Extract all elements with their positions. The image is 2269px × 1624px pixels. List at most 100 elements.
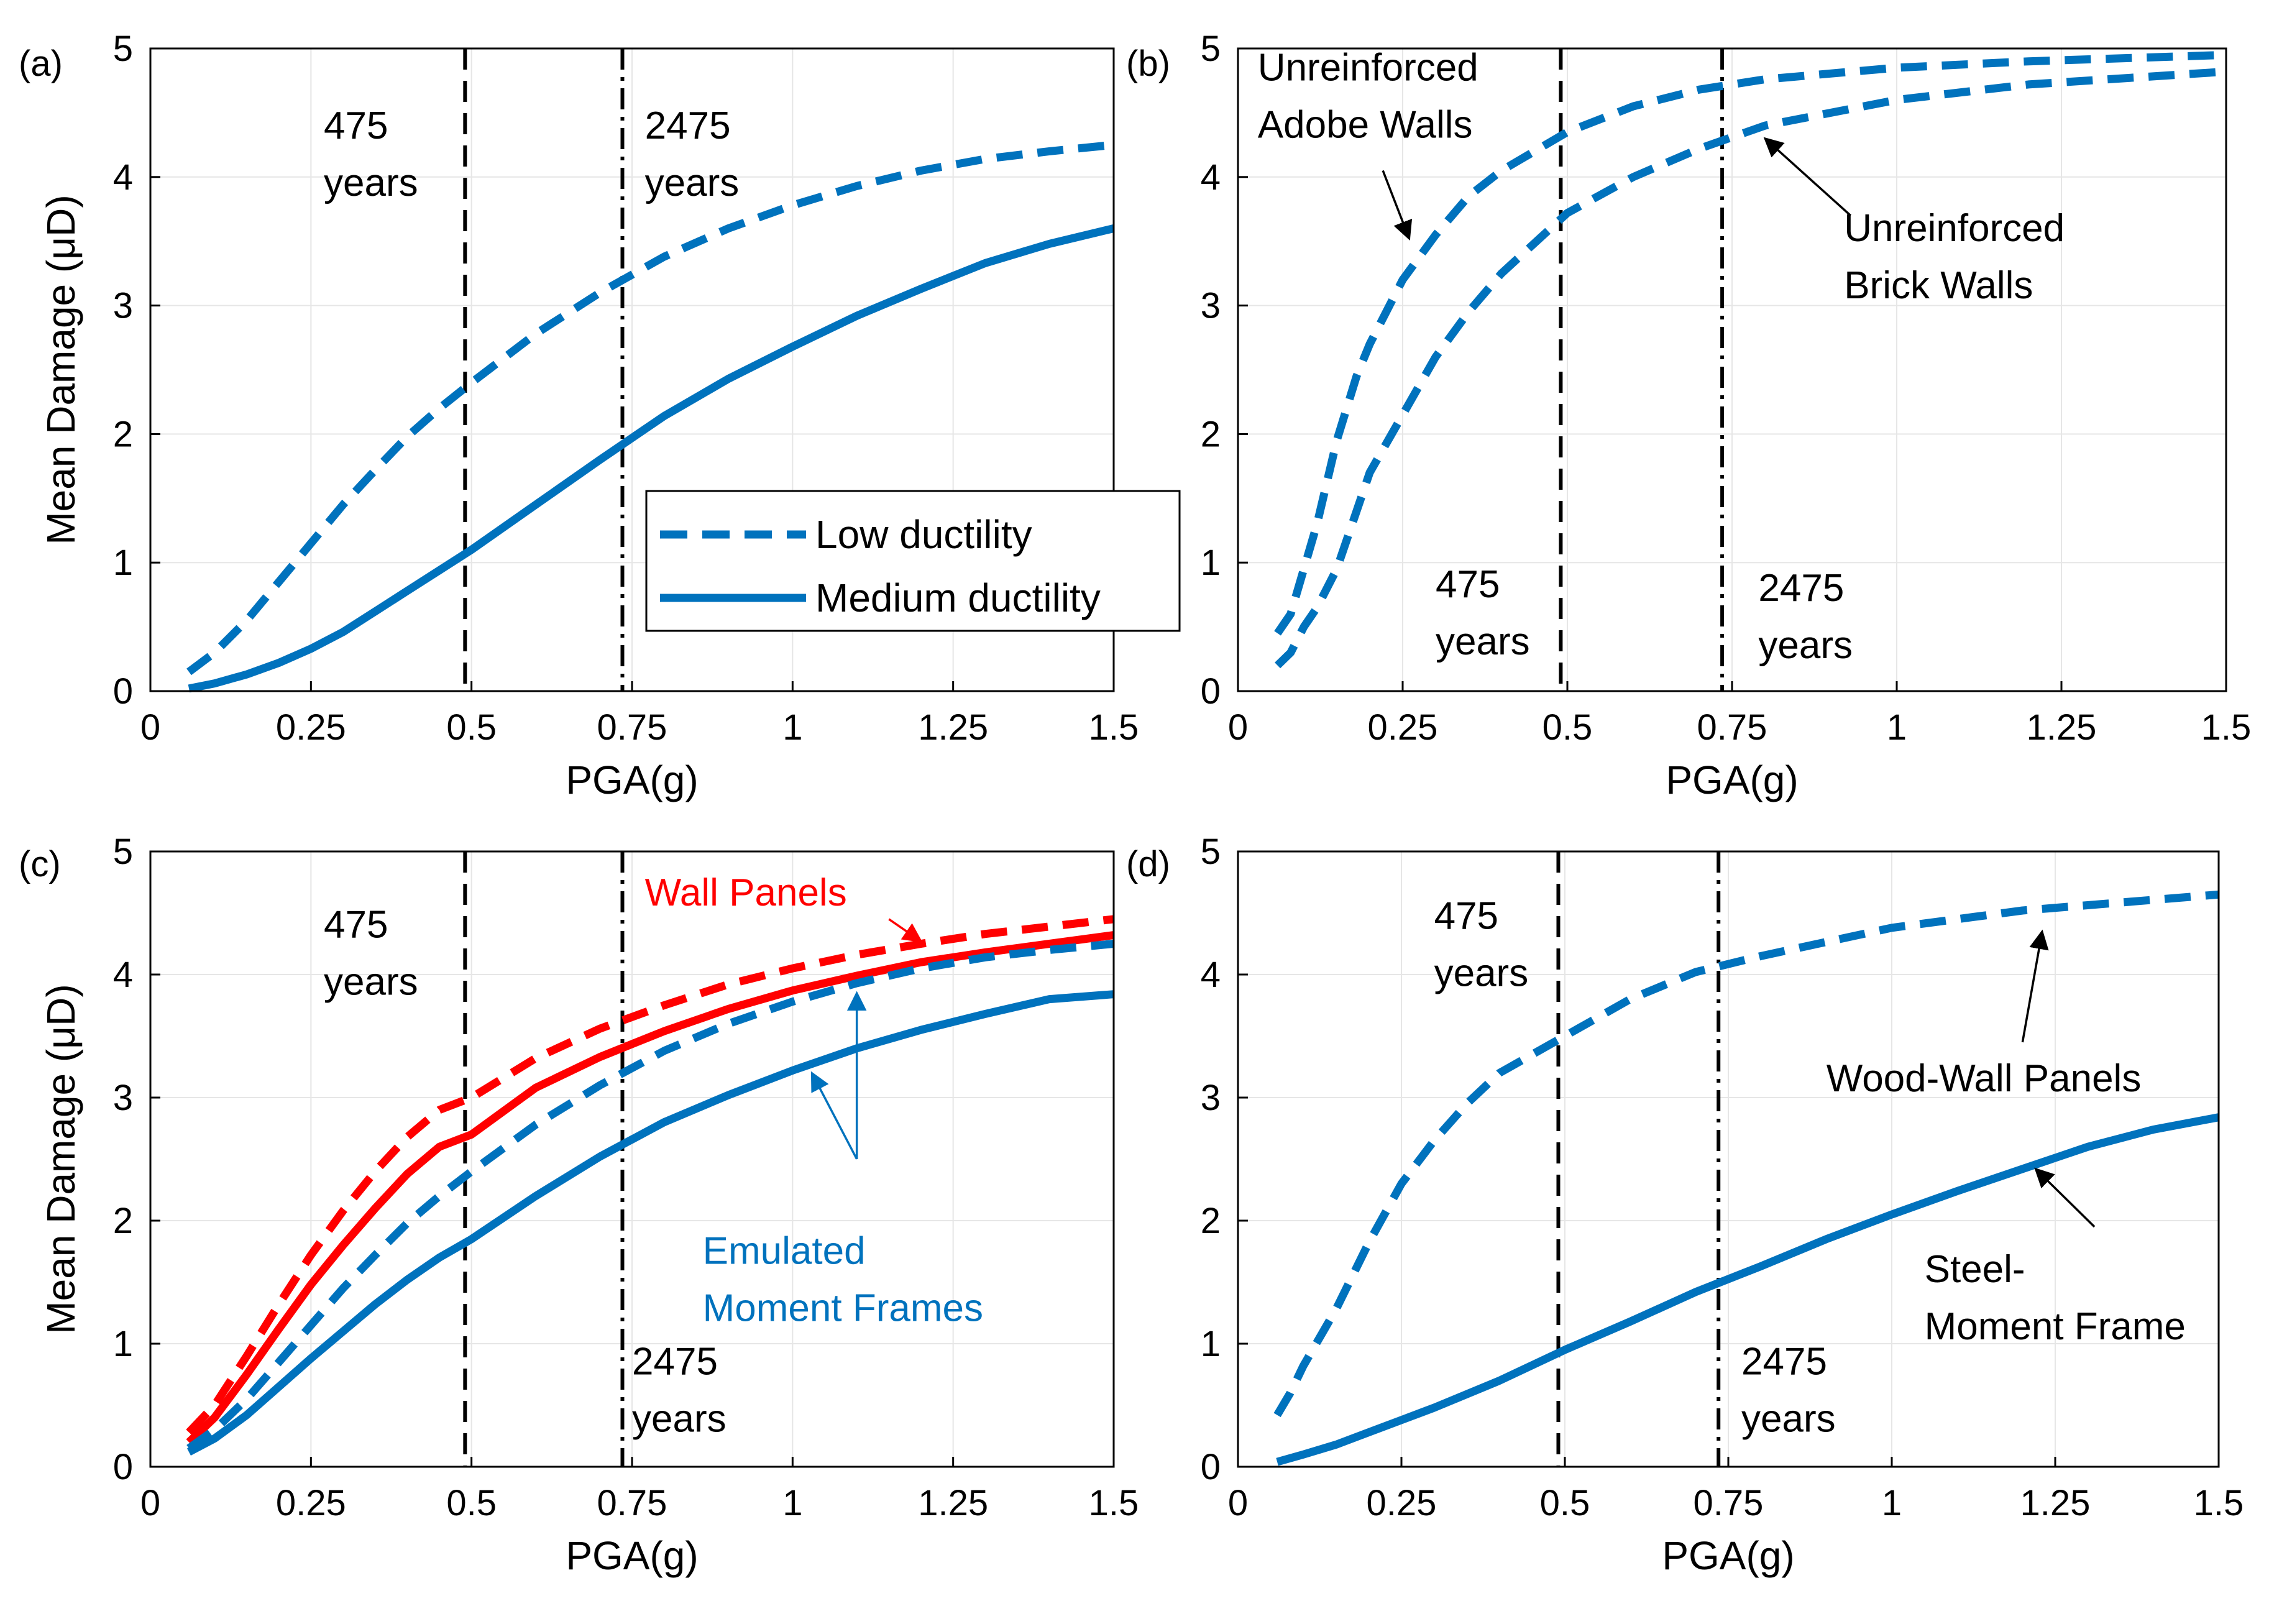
x-tick-label: 1 bbox=[1887, 707, 1907, 748]
panel-b: 475 years 2475 years Unreinforced Adobe Walls… bbox=[1126, 29, 2251, 802]
vline-label-1-line-1: 2475 bbox=[632, 1341, 718, 1383]
series-line-unreinforced-adobe-walls bbox=[1274, 50, 2227, 636]
x-tick-label: 0.5 bbox=[1542, 707, 1593, 748]
y-tick-label: 0 bbox=[113, 1447, 133, 1487]
x-tick-label: 0.5 bbox=[446, 1483, 497, 1523]
annotation-label-1: Steel- Moment Frame bbox=[1925, 1248, 2186, 1348]
y-tick-label: 0 bbox=[1201, 1447, 1221, 1487]
vline-label-0: 475 years bbox=[324, 104, 418, 204]
x-tick-label: 0 bbox=[1228, 707, 1248, 748]
y-tick-label: 1 bbox=[113, 1324, 133, 1364]
series-line-emulated-moment-frames-low-ductility bbox=[186, 940, 1114, 1452]
vline-label-0: 475 years bbox=[324, 904, 418, 1004]
x-tick-label: 1.5 bbox=[1089, 707, 1139, 748]
panel-a: 475 years 2475 years 0 0.25 0.5 0.75 1 1.25 1.5 0 1 2… bbox=[19, 29, 1139, 802]
y-tick-label: 5 bbox=[1201, 832, 1221, 872]
vline-label-1-line-1: 2475 bbox=[1758, 567, 1844, 610]
x-tick-label: 0.25 bbox=[1367, 1483, 1437, 1523]
vline-label-0-line-1: 475 bbox=[1436, 563, 1500, 606]
annotation-arrow-1 bbox=[1763, 137, 1851, 217]
vline-label-1: 2475 years bbox=[1741, 1341, 1836, 1441]
annotation-label-0-line-2: Adobe Walls bbox=[1258, 104, 1473, 147]
vline-label-0-line-2: years bbox=[1434, 952, 1529, 995]
annotation-label-0-line-1: Wood-Wall Panels bbox=[1827, 1057, 2142, 1100]
vline-label-1: 2475 years bbox=[645, 104, 740, 204]
vline-label-0: 475 years bbox=[1436, 563, 1530, 663]
panel-label: (d) bbox=[1126, 844, 1170, 884]
y-tick-label: 2 bbox=[1201, 1201, 1221, 1241]
x-axis-label: PGA(g) bbox=[1666, 758, 1798, 802]
x-tick-label: 0.75 bbox=[1694, 1483, 1764, 1523]
annotation-label-1: Unreinforced Brick Walls bbox=[1844, 207, 2065, 307]
legend-label-medium-ductility: Medium ductility bbox=[815, 576, 1101, 620]
annotation-label-1-line-2: Moment Frames bbox=[703, 1287, 983, 1329]
annotation-label-1-line-2: Moment Frame bbox=[1925, 1305, 2186, 1348]
x-tick-label: 0.5 bbox=[1540, 1483, 1590, 1523]
annotation-label-1-line-1: Unreinforced bbox=[1844, 207, 2065, 250]
annotation-label-1: Emulated Moment Frames bbox=[703, 1229, 983, 1329]
x-tick-label: 1.25 bbox=[2020, 1483, 2091, 1523]
y-tick-label: 3 bbox=[1201, 1078, 1221, 1118]
y-tick-label: 3 bbox=[1201, 286, 1221, 326]
x-tick-label: 1 bbox=[1882, 1483, 1902, 1523]
series-line-low-ductility bbox=[186, 140, 1114, 676]
y-tick-label: 4 bbox=[1201, 157, 1221, 198]
legend-panel-a: Low ductility Medium ductility bbox=[645, 490, 1181, 632]
y-tick-label: 2 bbox=[113, 1201, 133, 1241]
x-tick-label: 1.25 bbox=[918, 707, 988, 748]
x-tick-label: 0.25 bbox=[1368, 707, 1438, 748]
panel-d: 475 years 2475 years Wood-Wall Panels Steel- M… bbox=[1126, 832, 2244, 1578]
x-axis-label: PGA(g) bbox=[566, 758, 698, 802]
series-line-wall-panels-medium-ductility bbox=[186, 931, 1114, 1446]
x-axis-label: PGA(g) bbox=[566, 1533, 698, 1578]
annotation-label-1-line-1: Steel- bbox=[1925, 1248, 2025, 1291]
annotation-label-0: Unreinforced Adobe Walls bbox=[1258, 47, 1478, 147]
y-axis-label: Mean Damage (μD) bbox=[39, 195, 83, 544]
series-line-wall-panels-low-ductility bbox=[186, 915, 1114, 1436]
vline-label-0-line-2: years bbox=[324, 961, 418, 1004]
legend-label-low-ductility: Low ductility bbox=[815, 512, 1032, 557]
vline-label-0-line-1: 475 bbox=[324, 904, 388, 947]
y-tick-label: 4 bbox=[113, 955, 133, 995]
vline-label-0-line-2: years bbox=[324, 162, 418, 204]
panel-label: (c) bbox=[19, 844, 61, 884]
y-tick-label: 1 bbox=[113, 543, 133, 583]
y-tick-label: 2 bbox=[1201, 414, 1221, 454]
annotation-arrow-0 bbox=[2021, 929, 2049, 1043]
x-tick-label: 0 bbox=[140, 707, 160, 748]
x-tick-label: 1 bbox=[782, 1483, 802, 1523]
x-tick-label: 0.25 bbox=[276, 1483, 346, 1523]
x-tick-label: 0 bbox=[140, 1483, 160, 1523]
annotation-arrow-1 bbox=[2034, 1167, 2096, 1228]
vline-label-1: 2475 years bbox=[1758, 567, 1853, 667]
x-tick-label: 1.5 bbox=[2201, 707, 2252, 748]
series-line-unreinforced-brick-walls bbox=[1275, 67, 2227, 669]
y-tick-label: 1 bbox=[1201, 543, 1221, 583]
x-tick-label: 0.75 bbox=[1697, 707, 1767, 748]
vline-label-0-line-1: 475 bbox=[324, 104, 388, 147]
y-tick-label: 4 bbox=[1201, 955, 1221, 995]
y-axis-label: Mean Damage (μD) bbox=[39, 984, 83, 1334]
x-tick-label: 0.75 bbox=[597, 707, 667, 748]
y-tick-label: 1 bbox=[1201, 1324, 1221, 1364]
vline-label-1-line-2: years bbox=[1758, 624, 1853, 667]
series-line-wood-wall-panels bbox=[1273, 890, 2219, 1418]
y-tick-label: 0 bbox=[113, 671, 133, 712]
annotation-label-0-line-1: Unreinforced bbox=[1258, 47, 1478, 89]
y-tick-label: 5 bbox=[113, 832, 133, 872]
vline-label-1-line-1: 2475 bbox=[645, 104, 731, 147]
series-line-steel-moment-frame bbox=[1276, 1113, 2220, 1466]
annotation-label-0: Wood-Wall Panels bbox=[1827, 1057, 2142, 1100]
vline-label-1-line-2: years bbox=[1741, 1398, 1836, 1441]
annotation-label-0-line-1: Wall Panels bbox=[645, 871, 847, 914]
y-tick-label: 4 bbox=[113, 157, 133, 198]
x-tick-label: 0.75 bbox=[597, 1483, 667, 1523]
x-axis-label: PGA(g) bbox=[1662, 1533, 1794, 1578]
x-tick-label: 1.5 bbox=[1089, 1483, 1139, 1523]
annotation-label-0: Wall Panels bbox=[645, 871, 847, 914]
x-tick-label: 0.5 bbox=[446, 707, 497, 748]
y-tick-label: 2 bbox=[113, 414, 133, 454]
panel-label: (b) bbox=[1126, 44, 1170, 84]
x-tick-label: 0.25 bbox=[276, 707, 346, 748]
